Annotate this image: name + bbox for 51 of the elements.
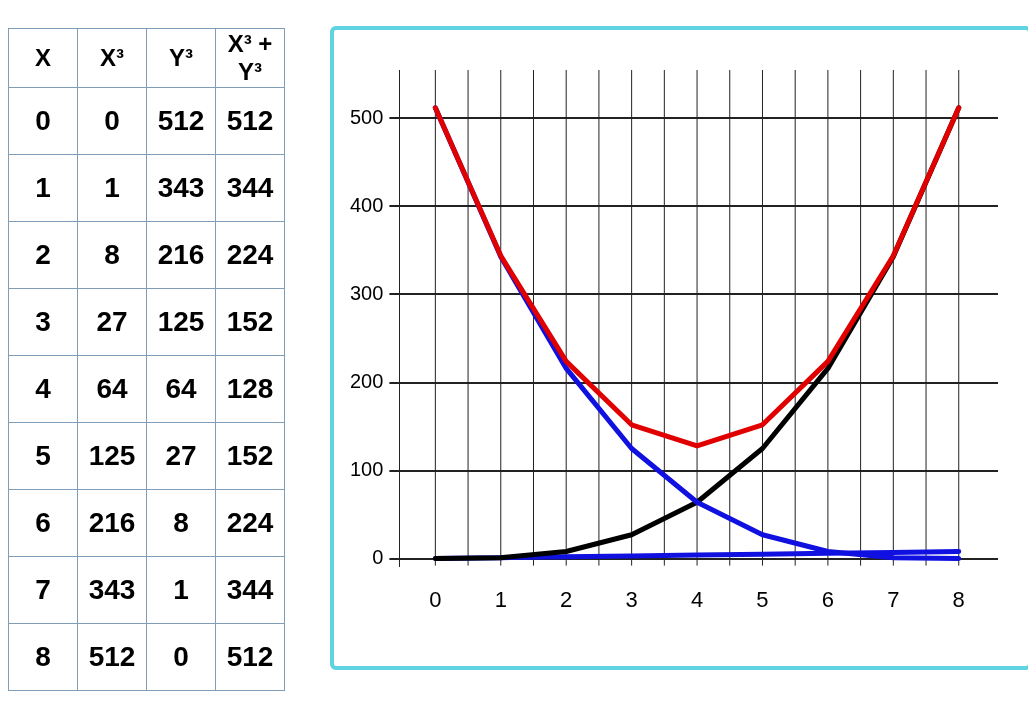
y-tick-label: 5 xyxy=(8,422,78,490)
x-tick-label: 7 xyxy=(887,586,900,612)
x-tick-label: 8 xyxy=(952,586,965,612)
y-tick-label: 2 xyxy=(8,221,78,289)
data-label: 512 xyxy=(146,87,216,155)
y-tick-label: 500 xyxy=(349,105,384,128)
data-label: 27 xyxy=(77,288,147,356)
x-tick-label: X³ + Y³ xyxy=(215,28,285,88)
x-tick-label: 1 xyxy=(494,586,507,612)
y-tick-label: 3 xyxy=(8,288,78,356)
x-tick-label: 2 xyxy=(560,586,573,612)
data-label: 224 xyxy=(215,221,285,289)
y-tick-label: 400 xyxy=(349,193,384,216)
data-label: 343 xyxy=(146,154,216,222)
data-label: 64 xyxy=(146,355,216,423)
data-label: 344 xyxy=(215,556,285,624)
data-label: 128 xyxy=(215,355,285,423)
x-tick-label: 4 xyxy=(690,586,704,612)
data-label: 216 xyxy=(77,489,147,557)
y-tick-label: 0 xyxy=(372,546,384,569)
data-label: 512 xyxy=(215,87,285,155)
data-label: 125 xyxy=(77,422,147,490)
x-tick-label: Y³ xyxy=(146,28,216,88)
data-label: 8 xyxy=(77,221,147,289)
x-tick-label: 0 xyxy=(429,586,442,612)
y-tick-label: 4 xyxy=(8,355,78,423)
data-label: 216 xyxy=(146,221,216,289)
data-label: 344 xyxy=(215,154,285,222)
x-tick-label: X³ xyxy=(77,28,147,88)
data-label: 343 xyxy=(77,556,147,624)
x-tick-label: 6 xyxy=(821,586,835,612)
data-label: 224 xyxy=(215,489,285,557)
data-label: 1 xyxy=(77,154,147,222)
data-label: 125 xyxy=(146,288,216,356)
y-tick-label: 100 xyxy=(349,458,384,481)
x-tick-label: 3 xyxy=(625,586,638,612)
y-tick-label: 1 xyxy=(8,154,78,222)
data-label: 512 xyxy=(215,623,285,691)
y-tick-label: 200 xyxy=(349,370,384,393)
y-tick-label: 300 xyxy=(349,281,384,304)
data-label: 152 xyxy=(215,288,285,356)
x-tick-label: 5 xyxy=(756,586,769,612)
data-label: 64 xyxy=(77,355,147,423)
y-tick-label: 6 xyxy=(8,489,78,557)
data-label: 0 xyxy=(77,87,147,155)
data-label: 512 xyxy=(77,623,147,691)
y-axis-title: X xyxy=(8,28,78,88)
y-tick-label: 0 xyxy=(8,87,78,155)
data-label: 27 xyxy=(146,422,216,490)
data-label: 152 xyxy=(215,422,285,490)
data-label: 8 xyxy=(146,489,216,557)
